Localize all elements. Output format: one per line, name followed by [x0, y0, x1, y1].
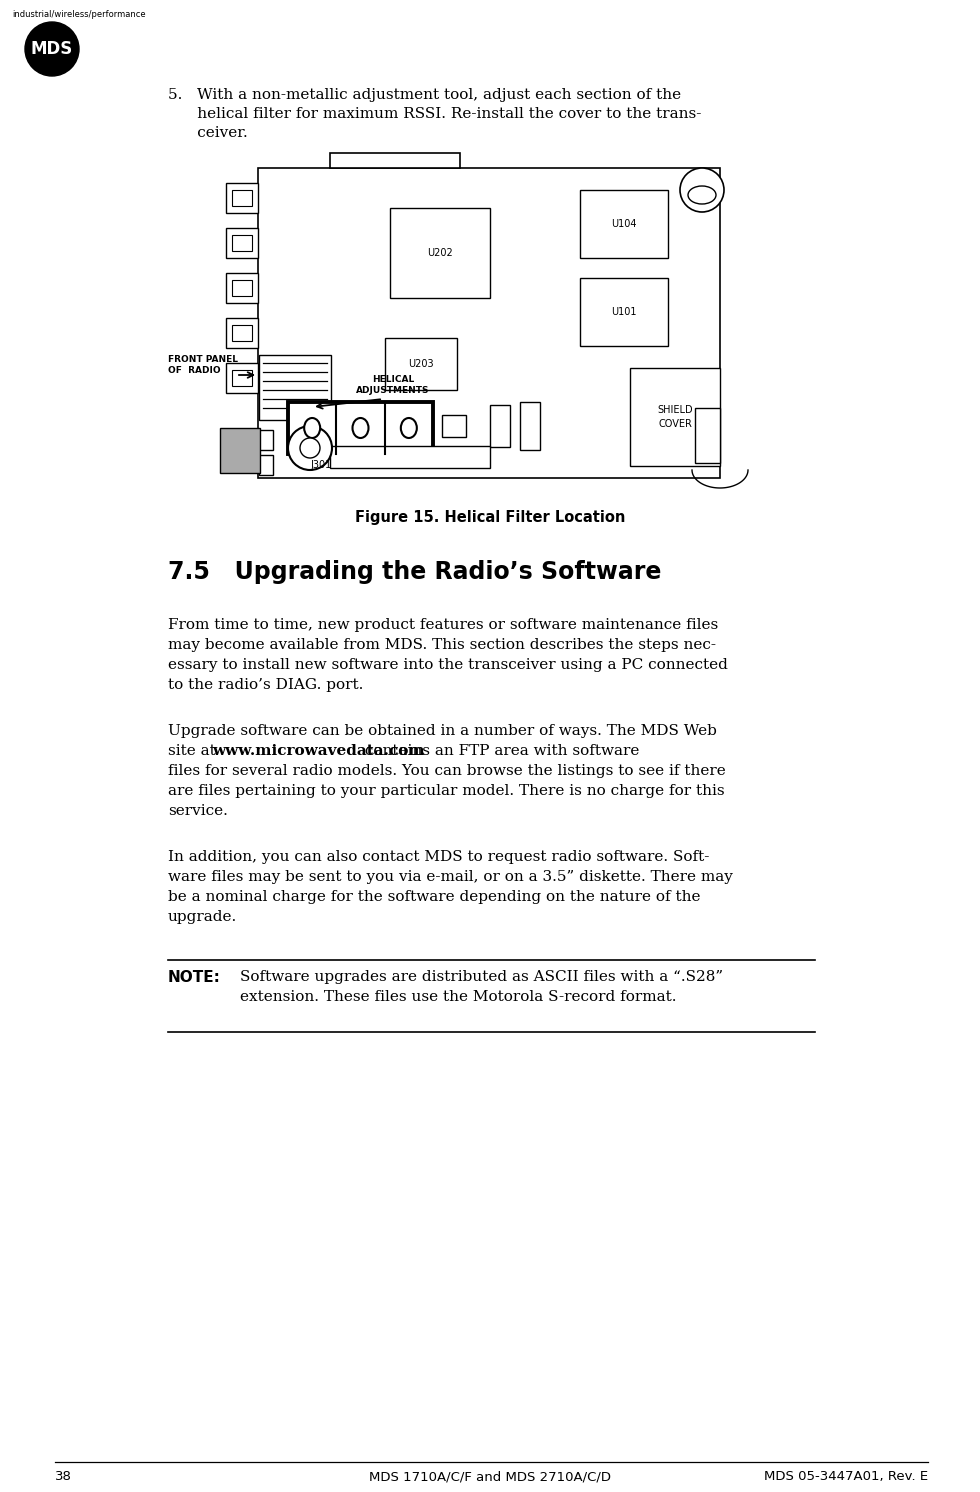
Text: MDS 05-3447A01, Rev. E: MDS 05-3447A01, Rev. E — [763, 1470, 928, 1483]
Circle shape — [288, 427, 332, 470]
Text: 5.   With a non-metallic adjustment tool, adjust each section of the: 5. With a non-metallic adjustment tool, … — [168, 88, 681, 101]
Text: upgrade.: upgrade. — [168, 910, 237, 924]
Bar — [630, 369, 720, 466]
Bar — [584, 282, 672, 351]
Text: Software upgrades are distributed as ASCII files with a “.S28”: Software upgrades are distributed as ASC… — [240, 970, 723, 985]
Circle shape — [25, 22, 79, 76]
Text: files for several radio models. You can browse the listings to see if there: files for several radio models. You can … — [168, 764, 726, 777]
Bar — [330, 446, 490, 468]
Text: may become available from MDS. This section describes the steps nec-: may become available from MDS. This sect… — [168, 639, 716, 652]
Bar — [330, 154, 460, 169]
Text: U104: U104 — [612, 219, 637, 228]
Ellipse shape — [401, 418, 416, 439]
Bar — [520, 401, 540, 451]
Bar — [580, 189, 668, 258]
Bar — [226, 184, 258, 213]
Text: SHIELD
COVER: SHIELD COVER — [658, 406, 693, 428]
Text: industrial/wireless/performance: industrial/wireless/performance — [12, 10, 146, 19]
Ellipse shape — [304, 418, 320, 439]
Text: to the radio’s DIAG. port.: to the radio’s DIAG. port. — [168, 677, 364, 692]
Text: NOTE:: NOTE: — [168, 970, 220, 985]
Bar — [220, 428, 260, 473]
Bar — [231, 234, 253, 251]
Text: www.microwavedata.com: www.microwavedata.com — [212, 745, 424, 758]
Bar — [385, 339, 457, 389]
Text: ware files may be sent to you via e-mail, or on a 3.5” diskette. There may: ware files may be sent to you via e-mail… — [168, 870, 733, 883]
Text: are files pertaining to your particular model. There is no charge for this: are files pertaining to your particular … — [168, 783, 724, 798]
Bar — [259, 455, 273, 474]
Ellipse shape — [688, 186, 716, 204]
Bar — [231, 370, 253, 386]
Text: HELICAL
ADJUSTMENTS: HELICAL ADJUSTMENTS — [357, 374, 430, 395]
Text: U202: U202 — [427, 248, 453, 258]
Circle shape — [680, 169, 724, 212]
Text: extension. These files use the Motorola S-record format.: extension. These files use the Motorola … — [240, 991, 676, 1004]
Bar — [394, 212, 494, 301]
Bar — [226, 228, 258, 258]
Circle shape — [300, 439, 320, 458]
Text: 38: 38 — [55, 1470, 72, 1483]
Text: In addition, you can also contact MDS to request radio software. Soft-: In addition, you can also contact MDS to… — [168, 850, 710, 864]
Text: J301: J301 — [310, 460, 331, 470]
Text: MDS 1710A/C/F and MDS 2710A/C/D: MDS 1710A/C/F and MDS 2710A/C/D — [369, 1470, 611, 1483]
Text: Upgrade software can be obtained in a number of ways. The MDS Web: Upgrade software can be obtained in a nu… — [168, 724, 717, 739]
Bar — [259, 430, 273, 451]
Bar — [226, 273, 258, 303]
Text: 7.5   Upgrading the Radio’s Software: 7.5 Upgrading the Radio’s Software — [168, 560, 662, 583]
Bar — [390, 207, 490, 298]
Text: FRONT PANEL
OF  RADIO: FRONT PANEL OF RADIO — [168, 355, 238, 376]
Bar — [231, 325, 253, 342]
Text: service.: service. — [168, 804, 228, 818]
Text: essary to install new software into the transceiver using a PC connected: essary to install new software into the … — [168, 658, 728, 671]
Bar — [490, 404, 510, 448]
Text: U101: U101 — [612, 307, 637, 316]
Bar — [226, 318, 258, 348]
Bar — [584, 194, 672, 263]
Bar — [388, 342, 460, 392]
Bar — [695, 407, 720, 463]
Text: contains an FTP area with software: contains an FTP area with software — [360, 745, 639, 758]
Text: ceiver.: ceiver. — [168, 125, 248, 140]
Bar — [231, 280, 253, 297]
Bar — [258, 169, 720, 477]
Bar — [288, 401, 433, 454]
Bar — [259, 355, 331, 421]
Bar — [580, 278, 668, 346]
Text: MDS: MDS — [31, 40, 74, 58]
Text: be a nominal charge for the software depending on the nature of the: be a nominal charge for the software dep… — [168, 891, 701, 904]
Bar — [231, 189, 253, 206]
Ellipse shape — [353, 418, 368, 439]
Text: From time to time, new product features or software maintenance files: From time to time, new product features … — [168, 618, 718, 633]
Text: helical filter for maximum RSSI. Re-install the cover to the trans-: helical filter for maximum RSSI. Re-inst… — [168, 107, 702, 121]
Text: U203: U203 — [409, 360, 434, 369]
Text: Figure 15. Helical Filter Location: Figure 15. Helical Filter Location — [355, 510, 625, 525]
Bar — [442, 415, 466, 437]
Text: site at: site at — [168, 745, 220, 758]
Bar — [226, 363, 258, 392]
